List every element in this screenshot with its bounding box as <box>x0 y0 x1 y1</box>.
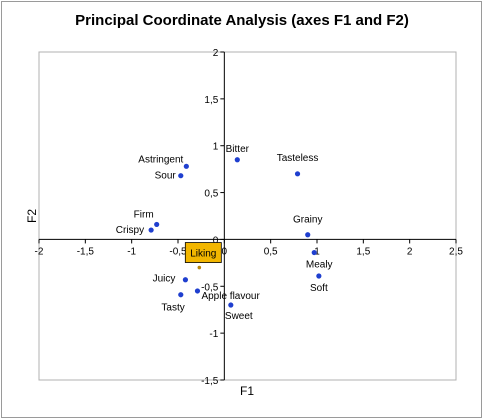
data-points <box>148 157 322 308</box>
data-point <box>305 232 311 238</box>
data-point <box>234 157 240 163</box>
data-point <box>154 221 160 228</box>
x-tick-label: 1 <box>314 246 320 257</box>
point-label: Tasty <box>161 303 184 314</box>
data-point <box>294 171 301 177</box>
point-label: Sour <box>155 171 177 182</box>
x-tick-label: 0,5 <box>264 246 278 257</box>
x-tick-label: 1,5 <box>356 246 370 257</box>
point-label: Sweet <box>225 311 253 322</box>
chart-title: Principal Coordinate Analysis (axes F1 a… <box>75 12 409 29</box>
point-label: Firm <box>134 209 154 220</box>
x-tick-label: -1,5 <box>77 246 95 257</box>
plot-area-border <box>38 51 457 381</box>
y-tick-label: 1 <box>213 142 219 153</box>
y-tick-label: -1,5 <box>201 376 219 387</box>
y-tick-label: -1 <box>209 329 218 340</box>
point-label: Astringent <box>138 154 183 165</box>
y-axis-title: F2 <box>25 209 39 223</box>
y-tick-label: 2 <box>213 48 219 59</box>
point-label: Grainy <box>293 215 322 226</box>
y-tick-label: 0 <box>213 235 219 246</box>
data-point <box>228 302 234 308</box>
y-tick-label: 0,5 <box>204 189 218 200</box>
data-point <box>316 273 322 279</box>
y-tick-label: -0,5 <box>201 282 219 293</box>
data-point <box>183 163 189 169</box>
point-label: Crispy <box>116 225 144 236</box>
x-tick-label: -1 <box>127 246 136 257</box>
data-point <box>148 227 154 233</box>
data-point <box>182 277 189 283</box>
x-tick-label: -0,5 <box>169 246 187 257</box>
data-point <box>311 249 317 256</box>
x-tick-label: 0 <box>222 246 228 257</box>
tick-labels: -2 -1,5 -1 -0,5 0 0,5 1 1,5 2 2,5 2 1,5 1 0,5 0 -0,5 -1 -… <box>35 48 464 387</box>
data-point <box>178 173 184 179</box>
point-label: Tasteless <box>277 153 319 164</box>
data-point <box>194 288 201 294</box>
point-label: Apple flavour <box>201 291 260 302</box>
x-tick-label: 2 <box>407 246 413 257</box>
point-label: Bitter <box>226 144 250 155</box>
y-tick-label: 1,5 <box>204 95 218 106</box>
highlight-label-box <box>184 242 222 263</box>
x-tick-label: 2,5 <box>449 246 463 257</box>
highlight-point <box>197 265 202 270</box>
x-tick-label: -2 <box>35 246 44 257</box>
x-axis-title: F1 <box>240 384 254 398</box>
point-label: Juicy <box>153 274 176 285</box>
data-point <box>178 292 184 298</box>
axes <box>38 51 457 381</box>
highlight-label: Liking <box>190 249 216 260</box>
point-label: Mealy <box>306 260 333 271</box>
point-label: Soft <box>310 283 328 294</box>
point-labels: Bitter Tasteless Astringent Sour Firm Crispy G… <box>116 144 333 322</box>
